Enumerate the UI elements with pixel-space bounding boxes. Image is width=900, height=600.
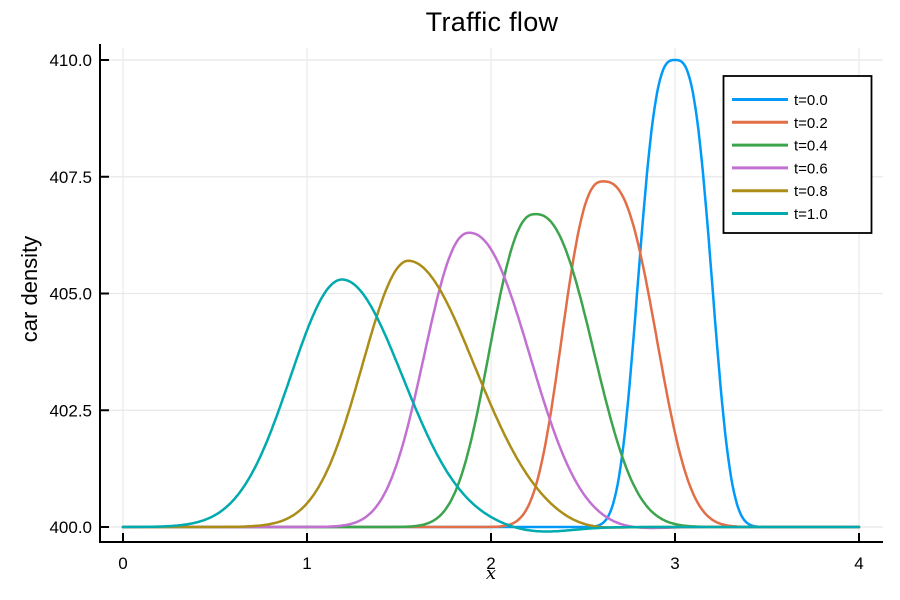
legend-box [722,75,873,234]
y-tick-label: 407.5 [49,168,92,187]
y-tick-label: 410.0 [49,51,92,70]
legend-label-t-0.0: t=0.0 [794,92,828,109]
legend-label-t-0.8: t=0.8 [794,183,828,200]
x-tick-label: 1 [302,554,311,573]
y-tick-label: 405.0 [49,285,92,304]
x-tick-label: 3 [670,554,679,573]
chart-title: Traffic flow [425,7,559,37]
legend-label-t-0.4: t=0.4 [794,138,828,155]
x-axis-label: x [485,563,497,584]
legend-label-t-0.6: t=0.6 [794,160,828,177]
legend-label-t-0.2: t=0.2 [794,115,828,132]
y-tick-label: 400.0 [49,518,92,537]
y-tick-label: 402.5 [49,401,92,420]
x-tick-label: 2 [486,554,495,573]
x-tick-label: 0 [118,554,127,573]
legend-label-t-1.0: t=1.0 [794,206,828,223]
x-tick-label: 4 [854,554,863,573]
y-axis-label: car density [17,235,42,343]
series-line-t-1.0 [121,278,861,533]
